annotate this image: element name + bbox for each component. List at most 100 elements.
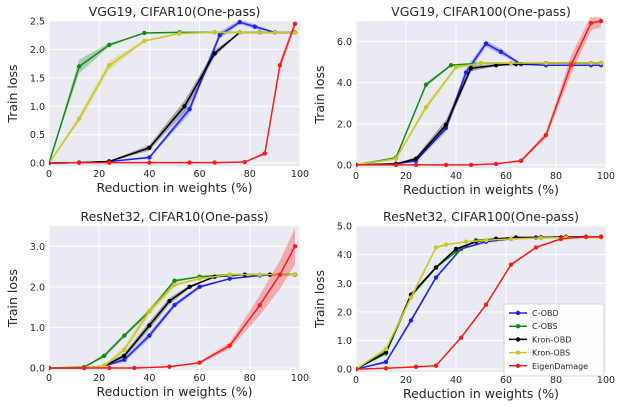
- data-point-kron-obs: [257, 272, 263, 277]
- series-group: [49, 228, 298, 371]
- y-tick-label: 2.0: [337, 307, 352, 318]
- data-point-eigendamage: [558, 236, 564, 242]
- data-point-c-obs: [142, 30, 147, 36]
- legend-label-kron-obd: Kron-OBD: [532, 335, 571, 344]
- x-tick-label: 0: [46, 169, 52, 180]
- data-point-eigendamage: [413, 162, 419, 168]
- data-point-c-obd: [433, 275, 439, 280]
- data-point-c-obs: [423, 82, 429, 87]
- x-tick-label: 80: [244, 373, 256, 384]
- x-tick-label: 80: [550, 375, 562, 386]
- legend-marker-eigendamage: [515, 363, 521, 368]
- data-point-kron-obd: [443, 122, 449, 128]
- data-point-eigendamage: [167, 364, 172, 369]
- data-point-eigendamage: [483, 302, 489, 307]
- series-line-kron-obs: [356, 236, 601, 370]
- y-tick-label: 3.0: [30, 242, 45, 253]
- y-axis-label: Train loss: [5, 64, 20, 123]
- data-point-kron-obs: [508, 60, 514, 66]
- chart-panel-4: 0 20 40 60 80 100 0.0 1.0 2.0 3.0 4.0 5.0 ResNet32, …: [312, 209, 615, 401]
- y-tick-label: 1.0: [337, 336, 352, 347]
- data-point-kron-obs: [142, 38, 147, 44]
- y-tick-label: 0.0: [337, 160, 352, 171]
- data-point-c-obs: [107, 42, 112, 48]
- data-point-kron-obs: [102, 363, 107, 369]
- x-tick-label: 100: [291, 169, 309, 180]
- data-point-eigendamage: [533, 245, 539, 250]
- data-point-c-obd: [147, 155, 152, 160]
- data-point-c-obd: [237, 19, 242, 25]
- y-tick-label: 0.0: [30, 159, 45, 170]
- data-point-kron-obs: [257, 30, 263, 35]
- chart-title: ResNet32, CIFAR10(One-pass): [80, 209, 268, 224]
- y-tick-label: 2.5: [30, 17, 45, 28]
- data-point-kron-obs: [433, 245, 439, 250]
- y-tick-label: 2.0: [30, 282, 45, 293]
- legend-marker-kron-obd: [515, 337, 521, 342]
- data-point-c-obd: [147, 333, 152, 338]
- x-axis-label: Reduction in weights (%): [96, 384, 252, 399]
- y-tick-label: 0.0: [337, 365, 352, 376]
- legend-label-c-obs: C-OBS: [532, 322, 557, 331]
- data-point-eigendamage: [588, 20, 594, 26]
- x-axis-label: Reduction in weights (%): [403, 182, 559, 197]
- data-point-kron-obs: [393, 156, 399, 161]
- y-tick-label: 2.0: [337, 119, 352, 130]
- y-axis-label: Train loss: [312, 65, 327, 124]
- data-point-kron-obs: [292, 30, 298, 35]
- x-tick-label: 40: [450, 171, 462, 182]
- series-line-c-obd: [356, 42, 601, 166]
- legend-box: [503, 303, 605, 377]
- chart-panel-3: 0 20 40 60 80 100 0.0 1.0 2.0 3.0 ResNet32, CIFAR1…: [5, 209, 309, 399]
- x-tick-label: 100: [291, 373, 309, 384]
- x-tick-label: 60: [500, 375, 512, 386]
- data-point-kron-obd: [468, 66, 474, 71]
- y-tick-label: 3.0: [337, 279, 352, 290]
- data-point-eigendamage: [107, 365, 112, 371]
- y-tick-label: 0.0: [30, 363, 45, 374]
- data-point-kron-obd: [122, 353, 127, 359]
- data-point-kron-obs: [423, 105, 429, 110]
- y-tick-label: 2.0: [30, 45, 45, 56]
- data-point-eigendamage: [132, 365, 137, 371]
- data-point-kron-obd: [147, 145, 152, 151]
- x-tick-label: 0: [353, 375, 359, 386]
- x-tick-label: 0: [353, 171, 359, 182]
- data-point-c-obd: [463, 70, 469, 75]
- data-point-kron-obd: [212, 51, 217, 56]
- data-point-eigendamage: [257, 302, 263, 308]
- data-point-kron-obd: [453, 246, 459, 252]
- data-point-kron-obs: [177, 31, 182, 36]
- data-point-kron-obs: [212, 30, 217, 35]
- legend-label-kron-obs: Kron-OBS: [532, 349, 570, 358]
- data-point-c-obd: [252, 24, 258, 29]
- data-point-kron-obs: [147, 308, 152, 314]
- data-point-kron-obs: [453, 65, 459, 70]
- data-point-eigendamage: [147, 160, 152, 165]
- y-tick-label: 1.5: [30, 73, 45, 84]
- y-tick-label: 4.0: [337, 78, 352, 89]
- data-point-eigendamage: [262, 151, 268, 156]
- data-point-eigendamage: [292, 21, 298, 27]
- series-line-kron-obs: [356, 62, 601, 166]
- data-point-kron-obs: [172, 282, 177, 288]
- data-point-kron-obd: [182, 104, 187, 109]
- data-point-eigendamage: [468, 162, 474, 168]
- series-group: [49, 19, 298, 166]
- y-tick-label: 6.0: [337, 37, 352, 48]
- plot-area: [49, 21, 300, 166]
- x-tick-label: 100: [597, 375, 615, 386]
- data-point-c-obs: [102, 353, 107, 359]
- data-point-eigendamage: [356, 366, 359, 372]
- chart-title: ResNet32, CIFAR100(One-pass): [383, 209, 579, 224]
- data-point-eigendamage: [227, 343, 232, 348]
- x-tick-label: 60: [194, 169, 206, 180]
- series-line-eigendamage: [49, 245, 296, 369]
- data-point-eigendamage: [598, 234, 604, 240]
- plot-area: [356, 21, 606, 168]
- data-point-kron-obs: [383, 346, 389, 352]
- data-point-c-obd: [217, 33, 222, 38]
- x-axis-label: Reduction in weights (%): [96, 180, 252, 195]
- data-point-kron-obd: [167, 298, 172, 304]
- y-tick-label: 1.0: [30, 323, 45, 334]
